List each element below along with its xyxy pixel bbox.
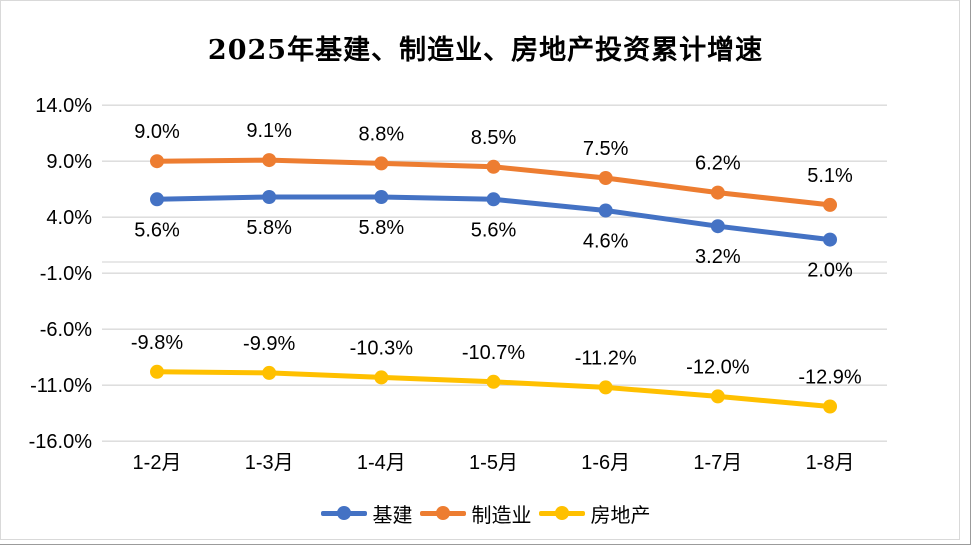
x-axis-label: 1-2月 bbox=[133, 452, 182, 474]
legend-label: 制造业 bbox=[471, 502, 532, 527]
data-label: 5.6% bbox=[471, 219, 517, 241]
data-label: 5.8% bbox=[246, 217, 292, 239]
legend-dot-icon bbox=[336, 506, 351, 520]
y-axis-tick-label: 4.0% bbox=[46, 207, 92, 229]
data-point-marker bbox=[823, 399, 838, 414]
legend-line-marker-icon bbox=[320, 506, 367, 520]
legend-dot-icon bbox=[554, 506, 569, 520]
data-label: 7.5% bbox=[583, 138, 629, 160]
x-axis-label: 1-3月 bbox=[245, 452, 294, 474]
data-label: 8.5% bbox=[471, 127, 517, 149]
data-point-marker bbox=[486, 374, 501, 389]
x-axis-label: 1-6月 bbox=[581, 452, 630, 474]
x-axis-label: 1-8月 bbox=[806, 452, 855, 474]
chart-frame bbox=[0, 0, 960, 540]
data-point-marker bbox=[598, 171, 613, 185]
data-point-marker bbox=[598, 380, 613, 395]
legend-item: 基建 bbox=[320, 499, 413, 528]
data-label: -12.9% bbox=[798, 367, 862, 389]
x-axis-label: 1-5月 bbox=[469, 452, 518, 474]
data-label: 9.1% bbox=[246, 120, 292, 142]
legend-line-marker-icon bbox=[419, 506, 466, 520]
y-axis-tick-label: -16.0% bbox=[29, 431, 93, 453]
data-label: -9.8% bbox=[131, 332, 183, 354]
legend: 基建 制造业 房地产 bbox=[0, 498, 971, 528]
legend-line-marker-icon bbox=[538, 506, 585, 520]
data-point-marker bbox=[374, 370, 389, 385]
data-point-marker bbox=[486, 159, 501, 174]
data-label: 2.0% bbox=[807, 260, 853, 282]
data-point-marker bbox=[710, 389, 725, 404]
data-point-marker bbox=[823, 232, 838, 247]
x-axis-label: 1-7月 bbox=[693, 452, 742, 474]
data-point-marker bbox=[598, 203, 613, 218]
data-point-marker bbox=[262, 365, 277, 380]
data-label: -9.9% bbox=[243, 333, 295, 355]
legend-dot-icon bbox=[435, 506, 450, 520]
data-point-marker bbox=[486, 192, 501, 207]
y-axis-tick-label: -1.0% bbox=[40, 263, 92, 285]
data-label: 6.2% bbox=[695, 153, 741, 175]
data-label: -10.7% bbox=[462, 342, 526, 364]
data-label: 5.8% bbox=[359, 217, 405, 239]
data-label: 3.2% bbox=[695, 246, 741, 268]
data-label: -12.0% bbox=[686, 356, 750, 378]
legend-item: 制造业 bbox=[419, 499, 532, 528]
data-point-marker bbox=[262, 153, 277, 168]
data-point-marker bbox=[150, 364, 164, 379]
data-label: 5.6% bbox=[134, 219, 180, 241]
y-axis-tick-label: 9.0% bbox=[46, 151, 92, 173]
legend-label: 房地产 bbox=[590, 502, 651, 527]
data-label: -10.3% bbox=[350, 337, 414, 359]
data-label: 4.6% bbox=[583, 231, 629, 253]
data-label: 9.0% bbox=[134, 121, 180, 143]
data-point-marker bbox=[710, 219, 725, 234]
data-label: -11.2% bbox=[575, 347, 637, 369]
data-point-marker bbox=[262, 190, 277, 204]
x-axis-label: 1-4月 bbox=[357, 452, 406, 474]
data-label: 5.1% bbox=[807, 165, 853, 187]
y-axis-tick-label: 14.0% bbox=[35, 95, 92, 117]
data-point-marker bbox=[710, 185, 725, 200]
y-axis-tick-label: -11.0% bbox=[30, 375, 92, 397]
legend-label: 基建 bbox=[372, 502, 413, 527]
data-point-marker bbox=[374, 156, 389, 171]
chart-title: 2025年基建、制造业、房地产投资累计增速 bbox=[207, 35, 764, 66]
data-point-marker bbox=[823, 197, 838, 212]
y-axis-tick-label: -6.0% bbox=[40, 319, 92, 341]
legend-item: 房地产 bbox=[538, 499, 651, 528]
data-label: 8.8% bbox=[359, 123, 405, 145]
data-point-marker bbox=[150, 154, 164, 169]
data-point-marker bbox=[374, 190, 389, 204]
data-point-marker bbox=[150, 192, 164, 207]
